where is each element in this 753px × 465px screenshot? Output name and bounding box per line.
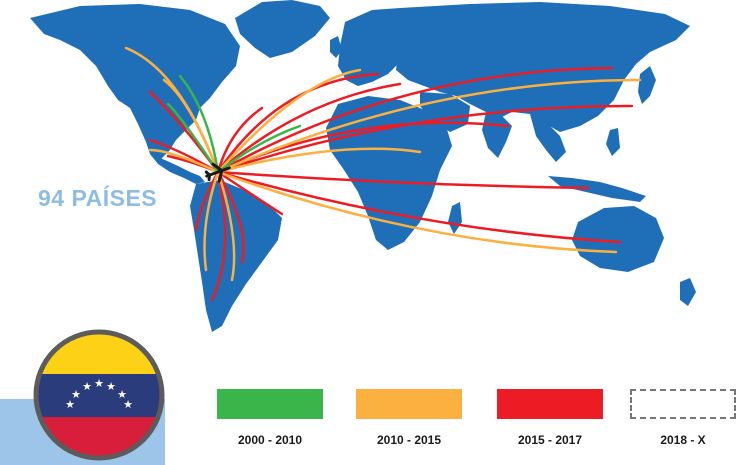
india bbox=[482, 112, 512, 158]
route-red bbox=[216, 170, 245, 264]
route-red bbox=[216, 170, 284, 216]
route-orange bbox=[216, 170, 618, 254]
route-orange bbox=[162, 78, 220, 174]
countries-count-label: 94 PAÍSES bbox=[38, 185, 158, 211]
south-america bbox=[190, 180, 282, 332]
legend-label-2010-2015: 2010 - 2015 bbox=[376, 433, 442, 447]
new-zealand bbox=[680, 278, 696, 306]
australia bbox=[572, 206, 664, 272]
route-orange bbox=[203, 170, 220, 272]
plane-icon bbox=[204, 162, 231, 183]
legend-swatch-2015-2017 bbox=[497, 389, 603, 419]
flight-routes bbox=[124, 46, 642, 302]
venezuela-flag-icon: ★ ★ ★ ★ ★ ★ ★ bbox=[33, 329, 165, 461]
route-green bbox=[178, 74, 220, 174]
svg-text:★: ★ bbox=[106, 380, 116, 393]
legend-swatch-2018-x bbox=[630, 389, 736, 419]
route-orange bbox=[216, 147, 422, 174]
route-red bbox=[216, 170, 590, 190]
route-orange bbox=[216, 68, 362, 174]
greenland bbox=[235, 0, 330, 58]
route-green bbox=[216, 124, 302, 174]
indonesia bbox=[548, 176, 646, 202]
svg-text:★: ★ bbox=[94, 377, 104, 390]
legend-label-2015-2017: 2015 - 2017 bbox=[517, 433, 583, 447]
route-red bbox=[216, 72, 380, 174]
route-red bbox=[210, 170, 227, 302]
legend-swatch-2010-2015 bbox=[356, 389, 462, 419]
route-red bbox=[216, 66, 614, 174]
route-orange bbox=[216, 170, 236, 282]
legend-label-2018-x: 2018 - X bbox=[660, 433, 706, 447]
madagascar bbox=[448, 202, 462, 234]
route-green bbox=[166, 102, 220, 174]
route-orange bbox=[148, 148, 220, 174]
legend-label-2000-2010: 2000 - 2010 bbox=[237, 433, 303, 447]
southeast-asia bbox=[530, 114, 566, 162]
route-red bbox=[216, 170, 622, 244]
central-america bbox=[150, 154, 205, 184]
philippines bbox=[606, 128, 620, 156]
legend-swatch-2000-2010 bbox=[217, 389, 323, 419]
uk bbox=[330, 36, 342, 58]
svg-text:★: ★ bbox=[65, 398, 75, 411]
svg-text:★: ★ bbox=[117, 388, 127, 401]
route-orange bbox=[216, 78, 642, 174]
svg-text:★: ★ bbox=[123, 398, 133, 411]
route-red bbox=[216, 106, 264, 174]
svg-text:★: ★ bbox=[82, 380, 92, 393]
route-red bbox=[216, 82, 402, 174]
svg-text:★: ★ bbox=[71, 388, 81, 401]
asia bbox=[396, 2, 690, 132]
japan bbox=[638, 66, 656, 104]
north-america bbox=[30, 4, 240, 160]
